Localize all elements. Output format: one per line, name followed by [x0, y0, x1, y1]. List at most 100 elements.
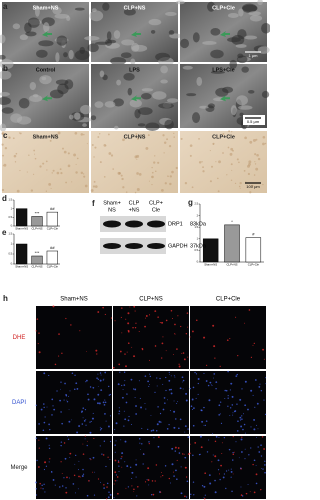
- texture: [82, 123, 87, 127]
- panel-label: a: [3, 2, 8, 11]
- texture: [164, 182, 167, 185]
- texture: [99, 70, 105, 78]
- texture: [93, 180, 96, 183]
- speck: [61, 352, 63, 355]
- speck: [150, 494, 153, 496]
- speck: [150, 430, 153, 432]
- speck: [82, 443, 84, 445]
- significance: #: [252, 232, 255, 237]
- speck: [161, 472, 163, 473]
- scale-label: 0.5 μm: [247, 119, 260, 124]
- texture: [50, 187, 52, 189]
- speck: [189, 336, 191, 338]
- speck: [125, 401, 128, 404]
- speck: [44, 461, 47, 464]
- texture: [39, 75, 52, 85]
- texture: [113, 98, 124, 107]
- micrograph: [91, 131, 178, 193]
- speck: [161, 342, 164, 345]
- speck: [54, 363, 57, 366]
- speck: [185, 392, 188, 395]
- y-tick-label: 1: [197, 237, 199, 240]
- speck: [265, 377, 267, 379]
- speck: [192, 330, 194, 333]
- speck: [190, 443, 192, 445]
- speck: [126, 465, 129, 468]
- texture: [2, 154, 4, 157]
- texture: [2, 165, 4, 167]
- bar: [224, 224, 240, 263]
- speck: [225, 389, 228, 392]
- speck: [203, 372, 205, 375]
- texture: [121, 39, 135, 46]
- speck: [129, 466, 132, 468]
- x-tick-label: CLP+Cle: [47, 227, 59, 231]
- speck: [123, 425, 125, 427]
- speck: [192, 386, 195, 389]
- speck: [255, 379, 257, 381]
- texture: [104, 101, 116, 108]
- speck: [121, 456, 123, 458]
- speck: [127, 419, 130, 422]
- speck: [114, 480, 117, 482]
- speck: [152, 429, 155, 432]
- texture: [94, 185, 98, 188]
- texture: [80, 133, 84, 136]
- speck: [126, 393, 128, 395]
- speck: [160, 476, 162, 478]
- speck: [81, 423, 84, 425]
- speck: [60, 381, 62, 383]
- speck: [144, 325, 146, 328]
- texture: [212, 142, 215, 145]
- speck: [211, 461, 213, 463]
- speck: [133, 355, 136, 358]
- speck: [178, 363, 180, 365]
- texture: [191, 186, 194, 189]
- speck: [203, 336, 206, 339]
- speck: [76, 388, 79, 390]
- speck: [184, 466, 187, 469]
- speck: [91, 417, 94, 420]
- speck: [118, 413, 120, 415]
- scale-bg: [243, 115, 265, 125]
- speck: [212, 324, 215, 327]
- speck: [263, 399, 265, 401]
- speck: [69, 452, 72, 455]
- texture: [82, 173, 85, 175]
- arrow: [42, 31, 52, 37]
- lane-label: CLP+: [149, 200, 163, 206]
- speck: [110, 317, 113, 319]
- texture: [110, 57, 127, 66]
- texture: [147, 134, 150, 137]
- speck: [236, 430, 239, 432]
- speck: [208, 439, 210, 441]
- speck: [219, 478, 221, 481]
- texture: [202, 41, 217, 45]
- texture: [0, 123, 7, 132]
- speck: [205, 420, 208, 422]
- texture: [151, 183, 153, 186]
- speck: [255, 465, 257, 466]
- speck: [167, 399, 168, 401]
- speck: [264, 464, 266, 466]
- speck: [265, 383, 267, 385]
- speck: [63, 399, 65, 401]
- speck: [173, 410, 176, 413]
- band-name: DRP1: [168, 221, 183, 227]
- speck: [159, 377, 161, 380]
- speck: [36, 459, 38, 462]
- texture: [189, 154, 192, 157]
- speck: [131, 471, 134, 474]
- speck: [244, 448, 246, 450]
- texture: [254, 153, 257, 156]
- speck: [159, 491, 162, 493]
- texture: [52, 6, 62, 15]
- speck: [74, 463, 76, 465]
- speck: [132, 388, 135, 390]
- speck: [264, 460, 266, 463]
- texture: [80, 171, 84, 175]
- speck: [189, 452, 191, 454]
- speck: [225, 470, 228, 472]
- image-label: CLP+Cle: [212, 5, 235, 11]
- speck: [226, 339, 229, 342]
